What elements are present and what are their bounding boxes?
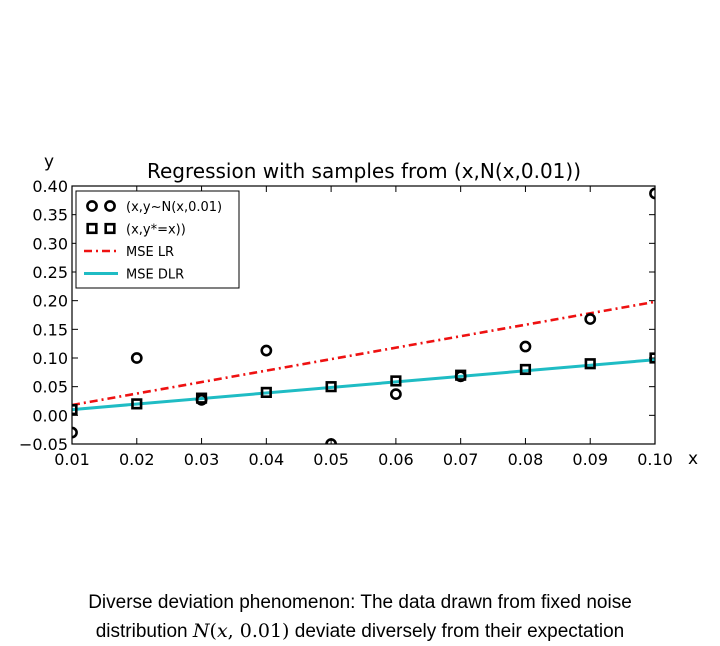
legend-label: (x,y~N(x,0.01) [126, 200, 222, 215]
plot-data [72, 187, 655, 444]
circle-point [649, 187, 655, 200]
square-point [131, 398, 143, 410]
y-tick-label: −0.05 [19, 435, 68, 454]
circle-point [260, 344, 273, 357]
square-point [390, 375, 402, 387]
x-tick-label: 0.10 [637, 450, 673, 469]
square-point [72, 403, 78, 416]
chart-title: Regression with samples from (x,N(x,0.01… [147, 159, 581, 183]
x-tick-label: 0.09 [572, 450, 608, 469]
legend-square-marker [104, 222, 116, 235]
x-tick-label: 0.02 [119, 450, 155, 469]
legend-box [75, 190, 240, 289]
square-point [455, 369, 467, 381]
x-tick-label: 0.01 [54, 450, 90, 469]
caption-math-args: , 0.01) [227, 620, 290, 642]
y-tick-label: 0.10 [32, 349, 68, 368]
legend-square-marker [86, 222, 98, 235]
caption-line-1: Diverse deviation phenomenon: The data d… [88, 592, 632, 613]
y-tick-label: 0.30 [32, 234, 68, 253]
y-axis-label: y [44, 152, 54, 172]
regression-chart: Regression with samples from (x,N(x,0.01… [19, 152, 698, 469]
legend-circle-marker [86, 200, 98, 212]
square-point [649, 352, 655, 364]
caption-line-2-prefix: distribution [95, 621, 188, 642]
y-tick-label: 0.40 [32, 177, 68, 196]
square-point [195, 392, 208, 404]
caption-line-2-suffix: deviate diversely from their expectation [294, 621, 625, 642]
x-tick-label: 0.08 [508, 450, 544, 469]
legend-label: MSE DLR [126, 268, 184, 283]
circle-point [519, 340, 532, 353]
x-tick-label: 0.05 [313, 450, 349, 469]
x-tick-label: 0.06 [378, 450, 414, 469]
legend-circle-marker [104, 200, 116, 212]
legend-label: MSE LR [126, 245, 174, 260]
legend: (x,y~N(x,0.01) (x,y*=x)) MSE LR MSE DLR [75, 190, 240, 289]
caption-math-n: N [192, 620, 210, 642]
y-tick-label: 0.15 [32, 320, 68, 339]
x-tick-label: 0.03 [184, 450, 220, 469]
caption-line-2: distribution N(x, 0.01) deviate diversel… [0, 617, 720, 646]
square-point [325, 381, 337, 393]
circle-point [389, 388, 402, 401]
x-tick-label: 0.04 [249, 450, 285, 469]
y-tick-label: 0.25 [32, 263, 68, 282]
caption-math-x: x [216, 620, 228, 642]
caption-math-open: ( [209, 620, 217, 642]
legend-label: (x,y*=x)) [126, 223, 186, 238]
plot-area: 0.01 0.02 0.03 0.04 0.05 0.06 0.07 0.08 0.09 0.10… [19, 177, 673, 469]
square-point [260, 386, 272, 399]
y-tick-label: 0.35 [32, 206, 68, 225]
square-point [584, 358, 596, 370]
y-tick-label: 0.05 [32, 378, 68, 397]
y-tick-label: 0.20 [32, 292, 68, 311]
circle-point [130, 352, 143, 364]
circle-point [584, 313, 597, 325]
line-mse-lr [72, 300, 655, 407]
line-mse-dlr [72, 358, 655, 412]
y-tick-label: 0.00 [32, 406, 68, 425]
square-point [519, 363, 532, 376]
axes-frame [71, 185, 656, 445]
x-tick-label: 0.07 [443, 450, 479, 469]
x-axis-label: x [688, 449, 698, 469]
